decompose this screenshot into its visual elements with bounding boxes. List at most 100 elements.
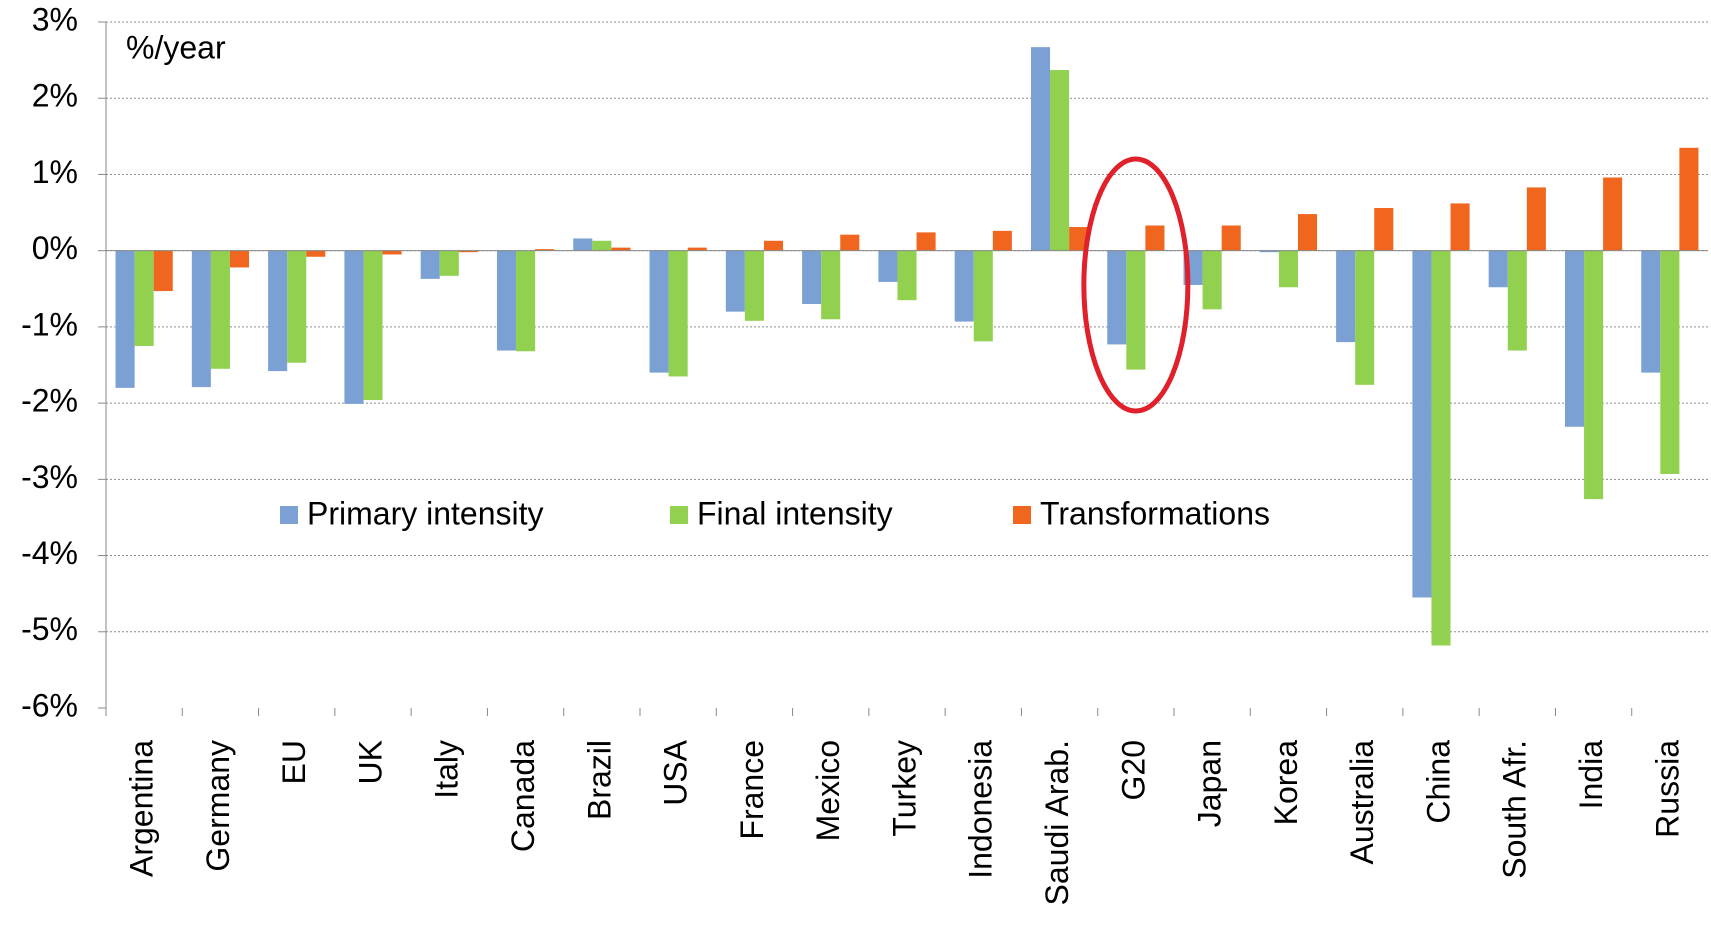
bar	[306, 250, 326, 257]
bar	[973, 250, 993, 342]
x-tick-label: Argentina	[124, 740, 160, 877]
bar	[191, 250, 211, 388]
bar	[1202, 250, 1222, 310]
legend-swatch	[670, 506, 688, 524]
x-tick-label: Korea	[1268, 740, 1304, 826]
bar	[115, 250, 135, 388]
x-tick-label: Italy	[429, 740, 465, 799]
bar	[802, 250, 822, 305]
bar	[1488, 250, 1508, 288]
legend-label: Transformations	[1040, 495, 1270, 531]
x-tick-label: Canada	[505, 740, 541, 852]
bar	[1355, 250, 1375, 385]
bar	[1526, 187, 1546, 251]
bar	[287, 250, 307, 363]
bar	[1603, 177, 1623, 251]
y-tick-label: 1%	[32, 154, 78, 190]
bar	[420, 250, 440, 279]
bar	[1050, 70, 1070, 251]
annotation: %/year	[126, 29, 226, 65]
bar	[439, 250, 459, 276]
x-tick-label: UK	[352, 740, 388, 784]
bar	[1660, 250, 1680, 474]
bar	[1297, 214, 1318, 251]
x-tick-label: Brazil	[581, 740, 617, 820]
y-tick-label: 2%	[32, 78, 78, 114]
bar	[611, 247, 631, 251]
bar	[840, 234, 860, 251]
bar	[725, 250, 745, 312]
bar	[1450, 203, 1470, 251]
bar	[954, 250, 974, 322]
x-tick-label: G20	[1115, 740, 1151, 800]
x-tick-label: Mexico	[810, 740, 846, 841]
bar	[134, 250, 154, 346]
bar	[1336, 250, 1356, 343]
legend-label: Final intensity	[697, 495, 893, 531]
bar	[1431, 250, 1451, 646]
y-tick-label: -1%	[21, 306, 78, 342]
y-tick-label: 0%	[32, 230, 78, 266]
bar	[516, 250, 536, 352]
x-tick-label: Russia	[1649, 740, 1685, 838]
bar	[153, 250, 173, 292]
y-tick-label: -5%	[21, 611, 78, 647]
bar	[1030, 47, 1051, 251]
bar	[363, 250, 383, 401]
bar	[1126, 250, 1146, 370]
bar	[992, 230, 1012, 251]
bar	[744, 250, 764, 321]
bar	[763, 240, 784, 251]
x-tick-label: Germany	[200, 740, 236, 872]
legend-label: Primary intensity	[307, 495, 544, 531]
x-tick-label: USA	[658, 739, 694, 805]
bar	[687, 247, 707, 251]
bar	[344, 250, 364, 404]
bar	[1069, 227, 1089, 251]
legend-swatch	[280, 506, 298, 524]
bar	[897, 250, 917, 301]
bar	[1507, 250, 1527, 351]
bar	[649, 250, 669, 373]
bar	[916, 232, 936, 251]
bar	[210, 250, 230, 369]
bar	[668, 250, 688, 377]
bar	[878, 250, 898, 282]
bar	[1107, 250, 1127, 345]
bar	[573, 238, 593, 251]
bar	[1412, 250, 1432, 598]
x-tick-label: EU	[276, 740, 312, 784]
bar	[1259, 250, 1279, 253]
x-tick-label: France	[734, 740, 770, 840]
x-tick-label: Indonesia	[963, 740, 999, 879]
bar	[592, 240, 612, 251]
bar	[268, 250, 288, 372]
y-tick-label: -6%	[21, 687, 78, 723]
legend-swatch	[1013, 506, 1031, 524]
bar	[1374, 207, 1394, 251]
y-tick-label: 3%	[32, 1, 78, 37]
bar	[382, 250, 402, 255]
bar	[496, 250, 517, 351]
x-tick-label: South Afr.	[1497, 740, 1533, 879]
bar	[1584, 250, 1604, 500]
bar	[535, 249, 555, 251]
bar	[1145, 225, 1165, 251]
x-tick-label: Australia	[1344, 740, 1380, 865]
highlight-ellipse	[1081, 156, 1191, 414]
bar	[1221, 225, 1241, 251]
bar	[1641, 250, 1661, 373]
x-tick-label: India	[1573, 740, 1609, 810]
y-tick-label: -4%	[21, 535, 78, 571]
x-tick-label: Japan	[1192, 740, 1228, 827]
bar	[458, 250, 478, 253]
bar	[1278, 250, 1298, 288]
bar	[1679, 147, 1699, 251]
bar	[821, 250, 841, 320]
x-tick-label: China	[1420, 740, 1456, 824]
x-tick-label: Turkey	[886, 740, 922, 837]
y-tick-label: -2%	[21, 383, 78, 419]
bar	[229, 250, 250, 268]
bar	[1564, 250, 1585, 427]
